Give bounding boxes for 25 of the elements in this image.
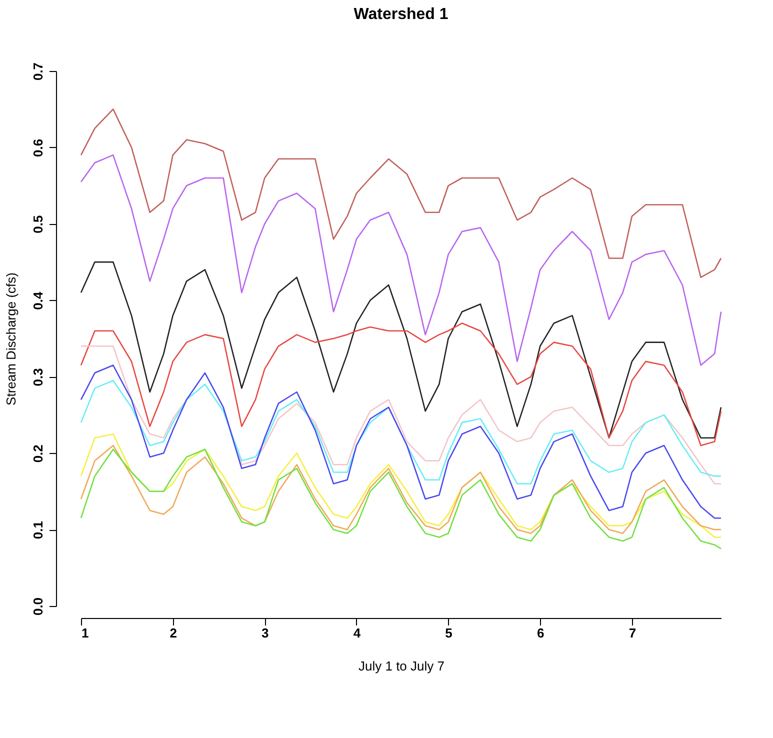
- y-axis-title: Stream Discharge (cfs): [4, 272, 18, 406]
- y-tick-label: 0.7: [30, 62, 46, 81]
- y-tick-label: 0.1: [30, 521, 46, 540]
- x-tick-label: 3: [262, 626, 269, 640]
- x-tick-label: 1: [82, 626, 89, 640]
- y-tick-label: 0.2: [30, 444, 46, 463]
- y-tick-label: 0.0: [30, 597, 46, 616]
- line-series: [80, 154, 722, 366]
- line-series: [80, 380, 722, 484]
- line-series: [80, 261, 722, 439]
- x-tick-label: 6: [536, 626, 544, 640]
- y-tick-label: 0.5: [30, 215, 46, 234]
- x-tick-label: 5: [445, 626, 452, 640]
- line-series: [80, 322, 722, 446]
- y-tick-label: 0.4: [30, 290, 46, 310]
- x-tick-label: 4: [353, 626, 362, 640]
- x-tick-label: 7: [628, 626, 636, 640]
- line-series: [80, 448, 722, 550]
- y-tick-label: 0.6: [30, 138, 46, 157]
- x-tick-label: 2: [170, 626, 177, 640]
- chart-title: Watershed 1: [354, 6, 448, 23]
- line-series: [80, 108, 722, 278]
- x-axis-title: July 1 to July 7: [358, 658, 444, 674]
- line-series: [80, 364, 722, 519]
- y-tick-label: 0.3: [30, 368, 46, 386]
